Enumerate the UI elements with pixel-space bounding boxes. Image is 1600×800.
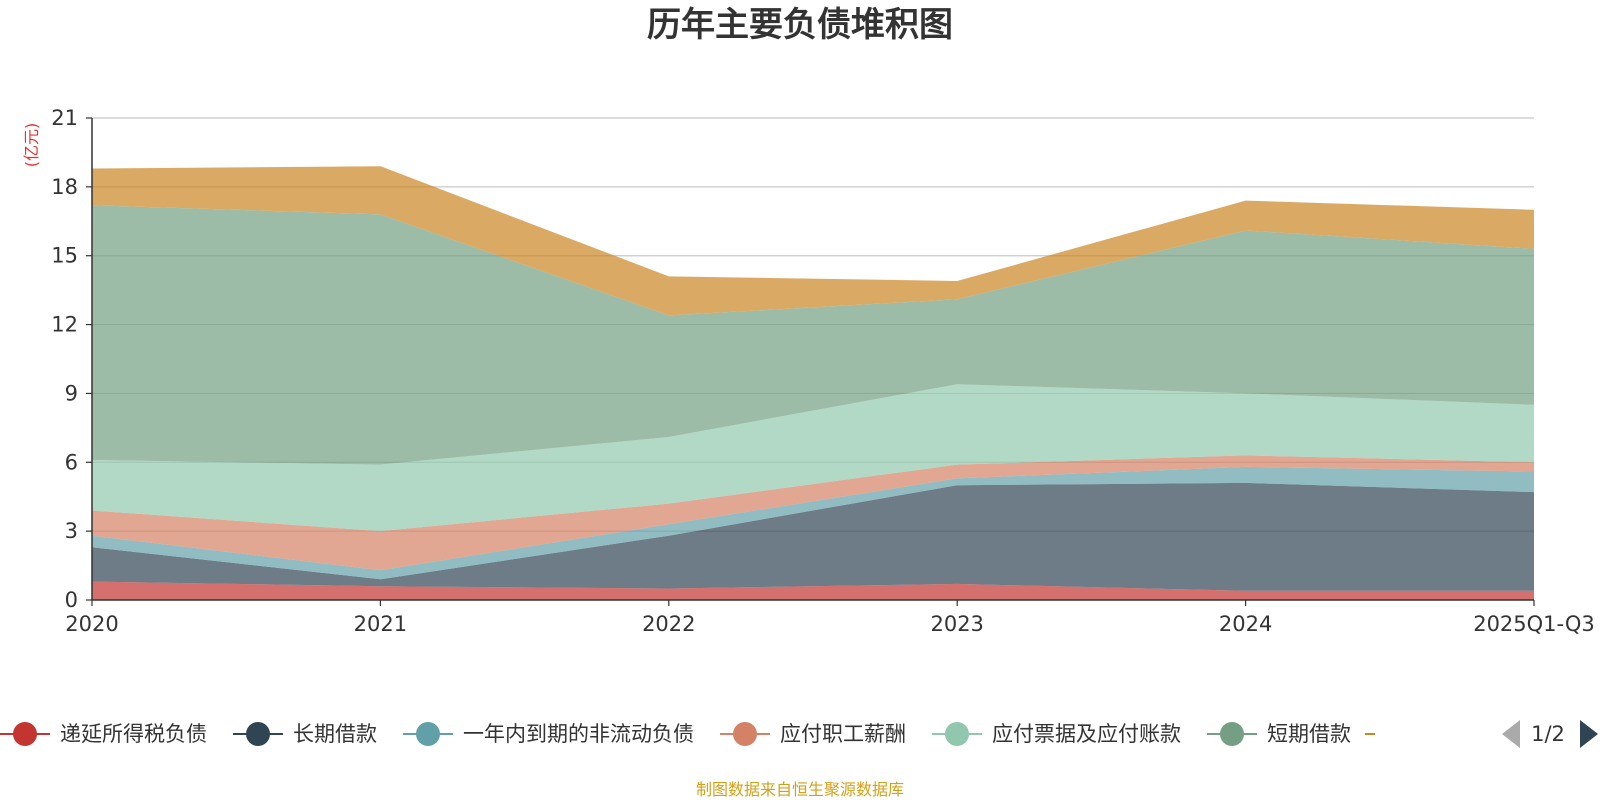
- y-tick-label: 18: [51, 175, 78, 199]
- x-tick-label: 2020: [65, 612, 118, 636]
- x-tick-label: 2025Q1-Q3: [1473, 612, 1595, 636]
- legend-item[interactable]: 应付票据及应付账款: [932, 722, 1181, 746]
- y-tick-label: 21: [51, 106, 78, 130]
- legend-item[interactable]: 应付职工薪酬: [720, 722, 906, 746]
- legend-item[interactable]: 一年内到期的非流动负债: [403, 722, 694, 746]
- area-series-7[interactable]: [92, 166, 1534, 316]
- x-tick-label: 2024: [1219, 612, 1272, 636]
- area-series-4[interactable]: [92, 455, 1534, 571]
- y-tick-label: 9: [65, 381, 78, 405]
- axes: [91, 118, 1534, 601]
- legend-label: 应付票据及应付账款: [992, 722, 1181, 746]
- legend-marker-icon: [246, 722, 270, 746]
- legend-next-page-icon[interactable]: [1580, 720, 1598, 748]
- legend-label: 一年内到期的非流动负债: [463, 722, 694, 746]
- y-tick-label: 12: [51, 313, 78, 337]
- y-axis-unit: (亿元): [22, 123, 41, 168]
- area-series-5[interactable]: [92, 384, 1534, 532]
- area-series-3[interactable]: [92, 466, 1534, 580]
- legend-item[interactable]: 递延所得税负债: [0, 722, 207, 746]
- x-tick-label: 2021: [354, 612, 407, 636]
- area-series-2[interactable]: [92, 482, 1534, 591]
- legend-marker-icon: [13, 722, 37, 746]
- x-tick-label: 2022: [642, 612, 695, 636]
- legend-pager: 1/2: [1502, 720, 1598, 748]
- legend-label: 长期借款: [293, 722, 377, 746]
- y-tick-label: 6: [65, 450, 78, 474]
- y-tick-label: 15: [51, 244, 78, 268]
- legend-marker-icon: [416, 722, 440, 746]
- y-tick-label: 0: [65, 588, 78, 612]
- legend-marker-icon: [733, 722, 757, 746]
- x-axis-ticks: 2020 2021 2022 2023 2024 2025Q1-Q3: [65, 600, 1595, 636]
- area-series-1[interactable]: [92, 581, 1534, 600]
- legend-label: 应付职工薪酬: [780, 722, 906, 746]
- legend: 递延所得税负债 长期借款 一年内到期的非流动负债 应付职工薪酬 应付票据及应付账款 短期借…: [0, 722, 1375, 746]
- legend-marker-icon: [1220, 722, 1244, 746]
- legend-marker-icon: [945, 722, 969, 746]
- chart-title: 历年主要负债堆积图: [647, 5, 953, 45]
- legend-page-indicator: 1/2: [1531, 722, 1565, 746]
- y-axis-ticks: 0 3 6 9 12 15 18 21: [51, 106, 92, 612]
- legend-label: 递延所得税负债: [60, 722, 207, 746]
- area-series-6[interactable]: [92, 205, 1534, 465]
- x-tick-label: 2023: [930, 612, 983, 636]
- data-source-note: 制图数据来自恒生聚源数据库: [696, 780, 904, 799]
- legend-item[interactable]: 长期借款: [233, 722, 377, 746]
- y-tick-label: 3: [65, 519, 78, 543]
- legend-label: 短期借款: [1267, 722, 1351, 746]
- legend-item[interactable]: 短期借款: [1207, 722, 1351, 746]
- legend-prev-page-icon[interactable]: [1502, 720, 1520, 748]
- area-series-group: [92, 166, 1534, 600]
